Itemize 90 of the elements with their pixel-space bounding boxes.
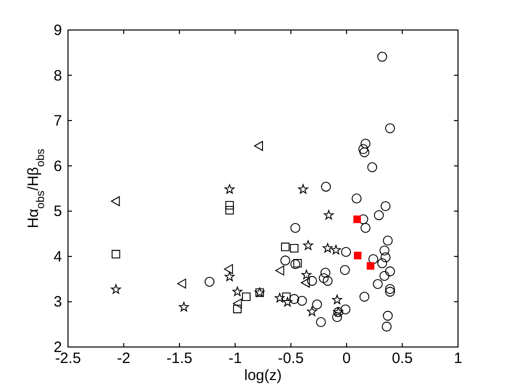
y-tick-label: 3 bbox=[54, 294, 62, 311]
point bbox=[290, 259, 300, 270]
x-tick-label: 1 bbox=[454, 350, 462, 367]
point bbox=[281, 242, 290, 252]
y-tick-label: 4 bbox=[54, 248, 62, 266]
point bbox=[312, 299, 322, 310]
y-tick-label: 2 bbox=[54, 339, 62, 356]
point bbox=[232, 286, 242, 296]
point bbox=[377, 52, 388, 62]
point bbox=[290, 244, 298, 253]
x-tick-label: -1.5 bbox=[166, 350, 192, 367]
y-tick-label: 5 bbox=[54, 203, 62, 220]
point bbox=[331, 244, 341, 254]
point bbox=[353, 215, 361, 224]
x-tick-label: -1 bbox=[228, 350, 242, 367]
point bbox=[385, 286, 395, 297]
point bbox=[332, 294, 342, 304]
point bbox=[360, 222, 370, 233]
point bbox=[341, 246, 351, 257]
point bbox=[290, 222, 300, 233]
y-tick-label: 6 bbox=[54, 158, 62, 175]
point bbox=[359, 147, 370, 158]
point bbox=[282, 292, 291, 301]
point bbox=[340, 265, 350, 275]
point bbox=[204, 276, 214, 287]
point bbox=[332, 312, 342, 322]
point bbox=[112, 250, 120, 258]
point bbox=[360, 138, 370, 149]
point bbox=[274, 292, 285, 302]
point bbox=[318, 273, 329, 284]
point bbox=[280, 256, 290, 266]
point bbox=[382, 236, 393, 246]
point bbox=[282, 296, 292, 306]
point bbox=[224, 184, 235, 194]
point bbox=[358, 144, 368, 154]
point bbox=[316, 317, 326, 328]
point bbox=[385, 266, 395, 276]
point bbox=[293, 258, 302, 268]
point bbox=[242, 292, 251, 301]
point bbox=[110, 196, 120, 206]
point bbox=[300, 278, 310, 288]
point bbox=[359, 292, 370, 302]
point bbox=[380, 246, 390, 256]
point bbox=[303, 240, 314, 250]
point bbox=[320, 268, 330, 278]
point bbox=[302, 270, 312, 280]
point bbox=[382, 322, 392, 332]
x-tick-label: 0 bbox=[342, 350, 351, 367]
y-tick-label: 7 bbox=[54, 112, 62, 130]
point bbox=[297, 296, 307, 306]
point bbox=[385, 123, 395, 134]
x-tick-label: -2 bbox=[117, 350, 130, 367]
point bbox=[377, 258, 388, 268]
x-tick-label: 0.5 bbox=[392, 350, 413, 367]
point bbox=[385, 284, 395, 294]
point bbox=[225, 206, 234, 214]
point bbox=[368, 254, 378, 264]
point bbox=[324, 210, 334, 220]
point bbox=[275, 266, 284, 276]
point bbox=[352, 194, 362, 204]
point bbox=[382, 310, 393, 321]
point bbox=[178, 302, 189, 312]
point bbox=[307, 306, 317, 316]
point bbox=[354, 252, 362, 260]
point bbox=[254, 140, 263, 151]
point bbox=[372, 279, 383, 289]
point bbox=[380, 252, 391, 262]
y-tick-label: 9 bbox=[54, 22, 62, 39]
point bbox=[340, 304, 350, 314]
point bbox=[322, 243, 333, 253]
point bbox=[322, 276, 333, 286]
point bbox=[380, 270, 390, 281]
point bbox=[177, 278, 186, 289]
point bbox=[366, 262, 374, 270]
point bbox=[380, 201, 391, 212]
point bbox=[224, 264, 233, 274]
point bbox=[321, 182, 331, 192]
point bbox=[374, 210, 384, 220]
x-axis-title: log(z) bbox=[244, 367, 282, 384]
point bbox=[307, 276, 317, 286]
point bbox=[225, 201, 234, 210]
point bbox=[298, 184, 308, 194]
point bbox=[289, 294, 300, 304]
point bbox=[232, 298, 242, 308]
point bbox=[224, 272, 235, 282]
point bbox=[110, 284, 121, 294]
point bbox=[233, 304, 242, 314]
x-tick-label: -0.5 bbox=[278, 350, 304, 367]
point bbox=[367, 162, 378, 172]
y-tick-label: 8 bbox=[54, 67, 62, 84]
